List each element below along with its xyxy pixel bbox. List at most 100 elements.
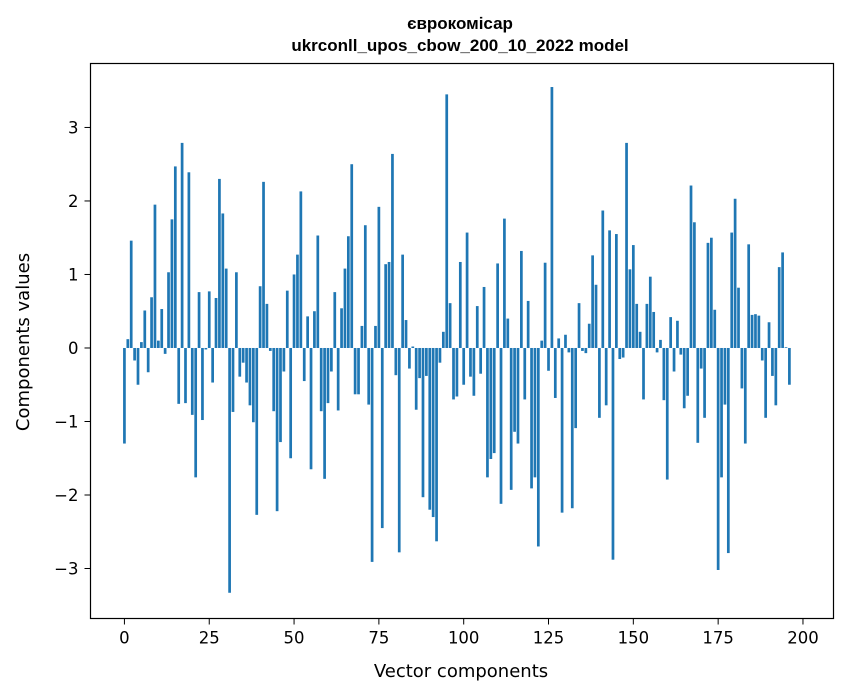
bar-component-184	[747, 244, 751, 348]
bar-component-166	[686, 347, 689, 396]
bar-component-185	[750, 314, 754, 348]
bar-component-78	[387, 261, 391, 348]
y-tick-label-1: 1	[68, 265, 79, 284]
bar-component-67	[350, 164, 354, 348]
bar-component-138	[591, 255, 594, 348]
bar-component-16	[177, 347, 181, 404]
bar-component-174	[713, 309, 717, 348]
x-tick-label-75: 75	[368, 629, 389, 648]
bar-component-171	[703, 347, 706, 418]
bar-component-69	[357, 347, 360, 395]
bar-component-195	[784, 347, 788, 348]
bar-component-92	[435, 347, 438, 542]
bar-component-180	[733, 198, 737, 348]
bar-component-33	[235, 272, 238, 348]
bar-component-57	[316, 235, 320, 348]
bar-component-196	[788, 347, 791, 385]
bar-component-84	[408, 347, 411, 369]
bar-component-64	[340, 308, 343, 348]
bar-component-31	[228, 347, 231, 593]
bar-component-93	[438, 347, 442, 363]
bar-component-175	[716, 347, 720, 570]
bar-component-35	[241, 347, 245, 363]
bar-component-119	[526, 300, 530, 348]
bar-component-8	[150, 297, 153, 348]
bar-component-56	[313, 311, 316, 348]
bar-component-154	[645, 303, 649, 348]
bar-component-30	[224, 268, 228, 348]
bar-component-88	[421, 347, 425, 498]
bar-component-122	[536, 347, 540, 547]
bar-component-143	[608, 230, 611, 348]
bar-component-39	[255, 347, 259, 515]
bar-component-183	[743, 347, 747, 444]
bar-component-187	[757, 315, 761, 348]
bar-component-46	[279, 347, 282, 443]
bars-group	[123, 87, 791, 593]
bar-component-188	[760, 347, 764, 361]
x-tick-label-150: 150	[618, 629, 650, 648]
bar-component-129	[560, 347, 564, 513]
bar-component-112	[503, 218, 506, 348]
bar-component-49	[289, 347, 293, 459]
bar-component-86	[414, 347, 418, 410]
bar-component-131	[567, 347, 571, 353]
bar-component-12	[163, 347, 167, 354]
bar-component-123	[540, 340, 544, 348]
bar-component-100	[462, 347, 466, 385]
bar-component-140	[598, 347, 601, 418]
x-tick-label-125: 125	[533, 629, 565, 648]
x-tick-label-175: 175	[702, 629, 734, 648]
bar-component-172	[706, 242, 710, 348]
bar-component-136	[584, 347, 588, 354]
bar-component-14	[170, 219, 174, 348]
bar-component-159	[662, 347, 666, 401]
bar-component-181	[737, 287, 740, 348]
y-tick-label-2: 2	[68, 192, 79, 211]
bar-component-108	[489, 347, 493, 459]
bar-component-82	[401, 254, 404, 348]
bar-component-141	[601, 210, 605, 348]
chart-title: єврокомісар	[407, 14, 513, 33]
bar-component-59	[323, 347, 326, 479]
bar-component-193	[777, 267, 781, 348]
bar-component-19	[187, 172, 191, 348]
bar-component-127	[553, 347, 557, 398]
bar-component-28	[218, 178, 221, 348]
bar-component-58	[319, 347, 323, 412]
bar-component-137	[587, 323, 591, 348]
bar-component-44	[272, 347, 276, 412]
bar-component-164	[679, 347, 683, 355]
bar-component-41	[262, 181, 265, 348]
bar-component-17	[180, 142, 184, 348]
bar-component-162	[672, 347, 676, 372]
bar-component-170	[699, 347, 703, 369]
bar-component-68	[353, 347, 357, 395]
x-axis-label: Vector components	[374, 661, 548, 682]
bar-component-113	[506, 318, 510, 348]
x-tick-label-25: 25	[199, 629, 220, 648]
bar-component-63	[336, 347, 340, 411]
bar-component-135	[581, 347, 584, 351]
bar-component-91	[431, 347, 435, 518]
y-axis-label: Components values	[13, 253, 34, 431]
x-axis-ticks: 0 25 50 75 100 125 150 175 200	[119, 618, 819, 648]
bar-component-3	[133, 347, 136, 361]
bar-component-151	[635, 303, 639, 348]
bar-component-62	[333, 292, 337, 348]
bar-component-116	[516, 347, 520, 444]
bar-component-121	[533, 347, 537, 478]
bar-component-7	[146, 347, 150, 373]
bar-component-132	[570, 347, 574, 509]
bar-component-47	[282, 347, 286, 372]
bar-component-126	[550, 87, 554, 348]
bar-component-111	[499, 347, 503, 504]
bar-component-97	[452, 347, 455, 400]
chart-subtitle: ukrconll_upos_cbow_200_10_2022 model	[291, 36, 628, 55]
bar-component-118	[523, 347, 527, 400]
bar-component-96	[448, 303, 452, 348]
bar-component-128	[557, 338, 561, 348]
bar-component-1	[126, 339, 130, 348]
bar-component-23	[201, 347, 204, 421]
bar-component-25	[207, 291, 211, 348]
